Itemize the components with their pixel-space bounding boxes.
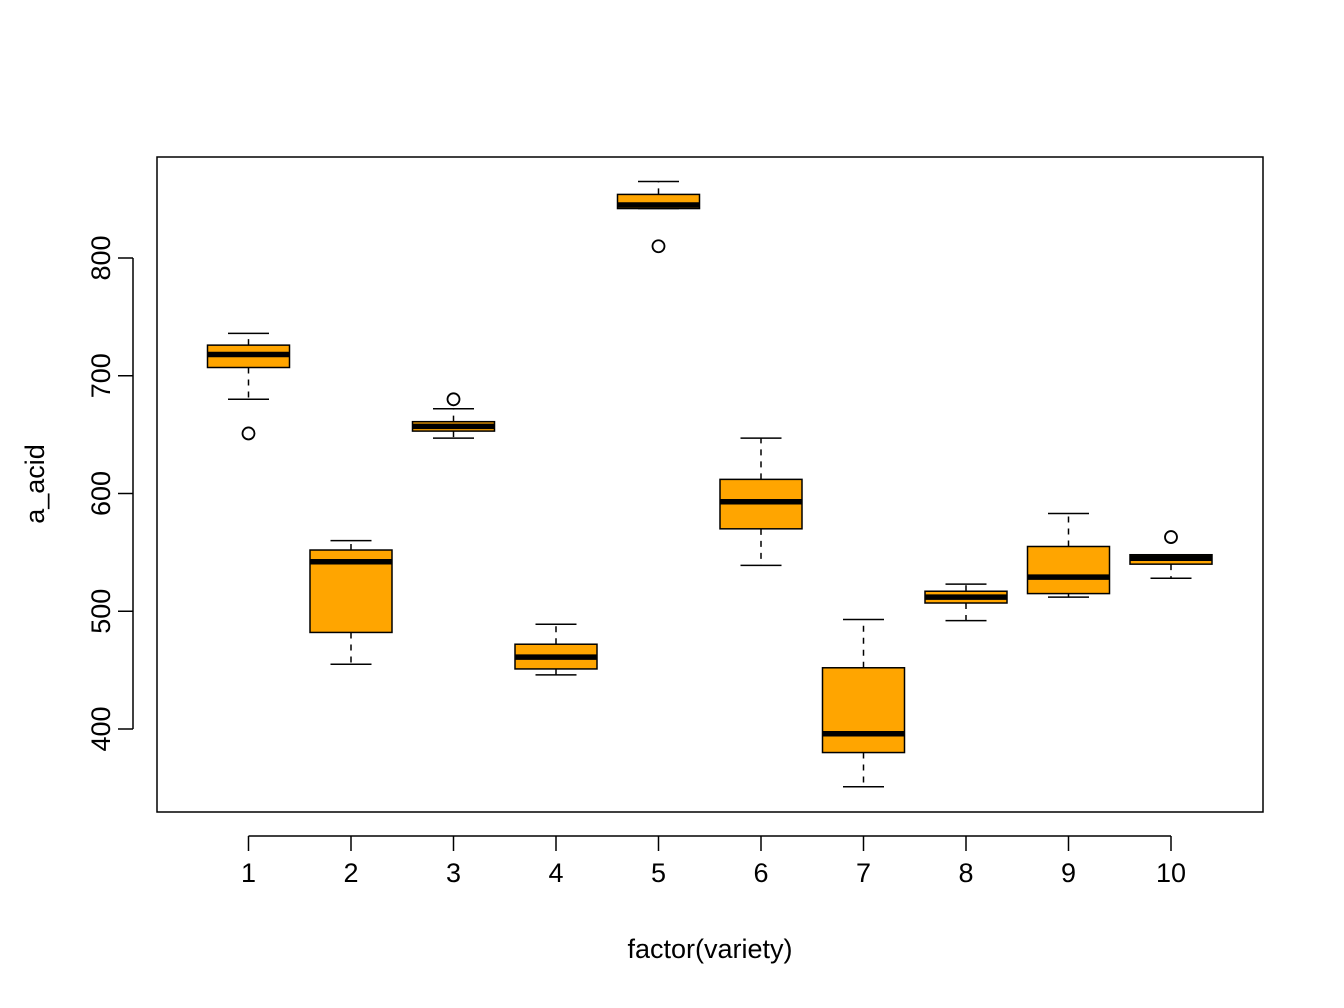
y-tick-label: 400 [86, 706, 116, 751]
x-tick-label: 9 [1061, 858, 1076, 888]
y-tick-label: 600 [86, 471, 116, 516]
box-variety-7 [821, 618, 906, 788]
y-tick-label: 700 [86, 353, 116, 398]
x-tick-label: 10 [1156, 858, 1186, 888]
plot-frame [156, 156, 1264, 813]
x-tick-label: 1 [241, 858, 256, 888]
y-tick-label: 800 [86, 235, 116, 280]
outlier-point [1164, 530, 1178, 544]
x-tick-label: 6 [753, 858, 768, 888]
box-variety-4 [514, 623, 598, 676]
box-variety-8 [924, 583, 1008, 622]
x-tick-label: 3 [446, 858, 461, 888]
box-variety-5 [616, 180, 701, 254]
x-tick-label: 8 [958, 858, 973, 888]
outlier-point [446, 392, 461, 407]
box-iqr [821, 667, 906, 754]
box-variety-3 [411, 392, 496, 439]
outlier-point [241, 426, 256, 441]
x-axis: 1 2 3 4 5 6 7 8 9 10 [241, 835, 1186, 888]
x-tick-label: 7 [856, 858, 871, 888]
box-variety-6 [719, 437, 803, 567]
box-variety-9 [1026, 512, 1111, 598]
boxes-layer [206, 180, 1213, 788]
x-axis-label: factor(variety) [627, 934, 792, 964]
box-variety-10 [1129, 530, 1213, 580]
box-variety-1 [206, 332, 291, 441]
y-axis-label: a_acid [20, 444, 50, 524]
box-iqr [1026, 545, 1111, 595]
outlier-point [651, 239, 666, 254]
y-tick-label: 500 [86, 589, 116, 634]
x-tick-label: 5 [651, 858, 666, 888]
x-tick-label: 4 [548, 858, 563, 888]
box-variety-2 [309, 539, 393, 665]
x-tick-label: 2 [343, 858, 358, 888]
y-axis: 400 500 600 700 800 [86, 235, 134, 752]
